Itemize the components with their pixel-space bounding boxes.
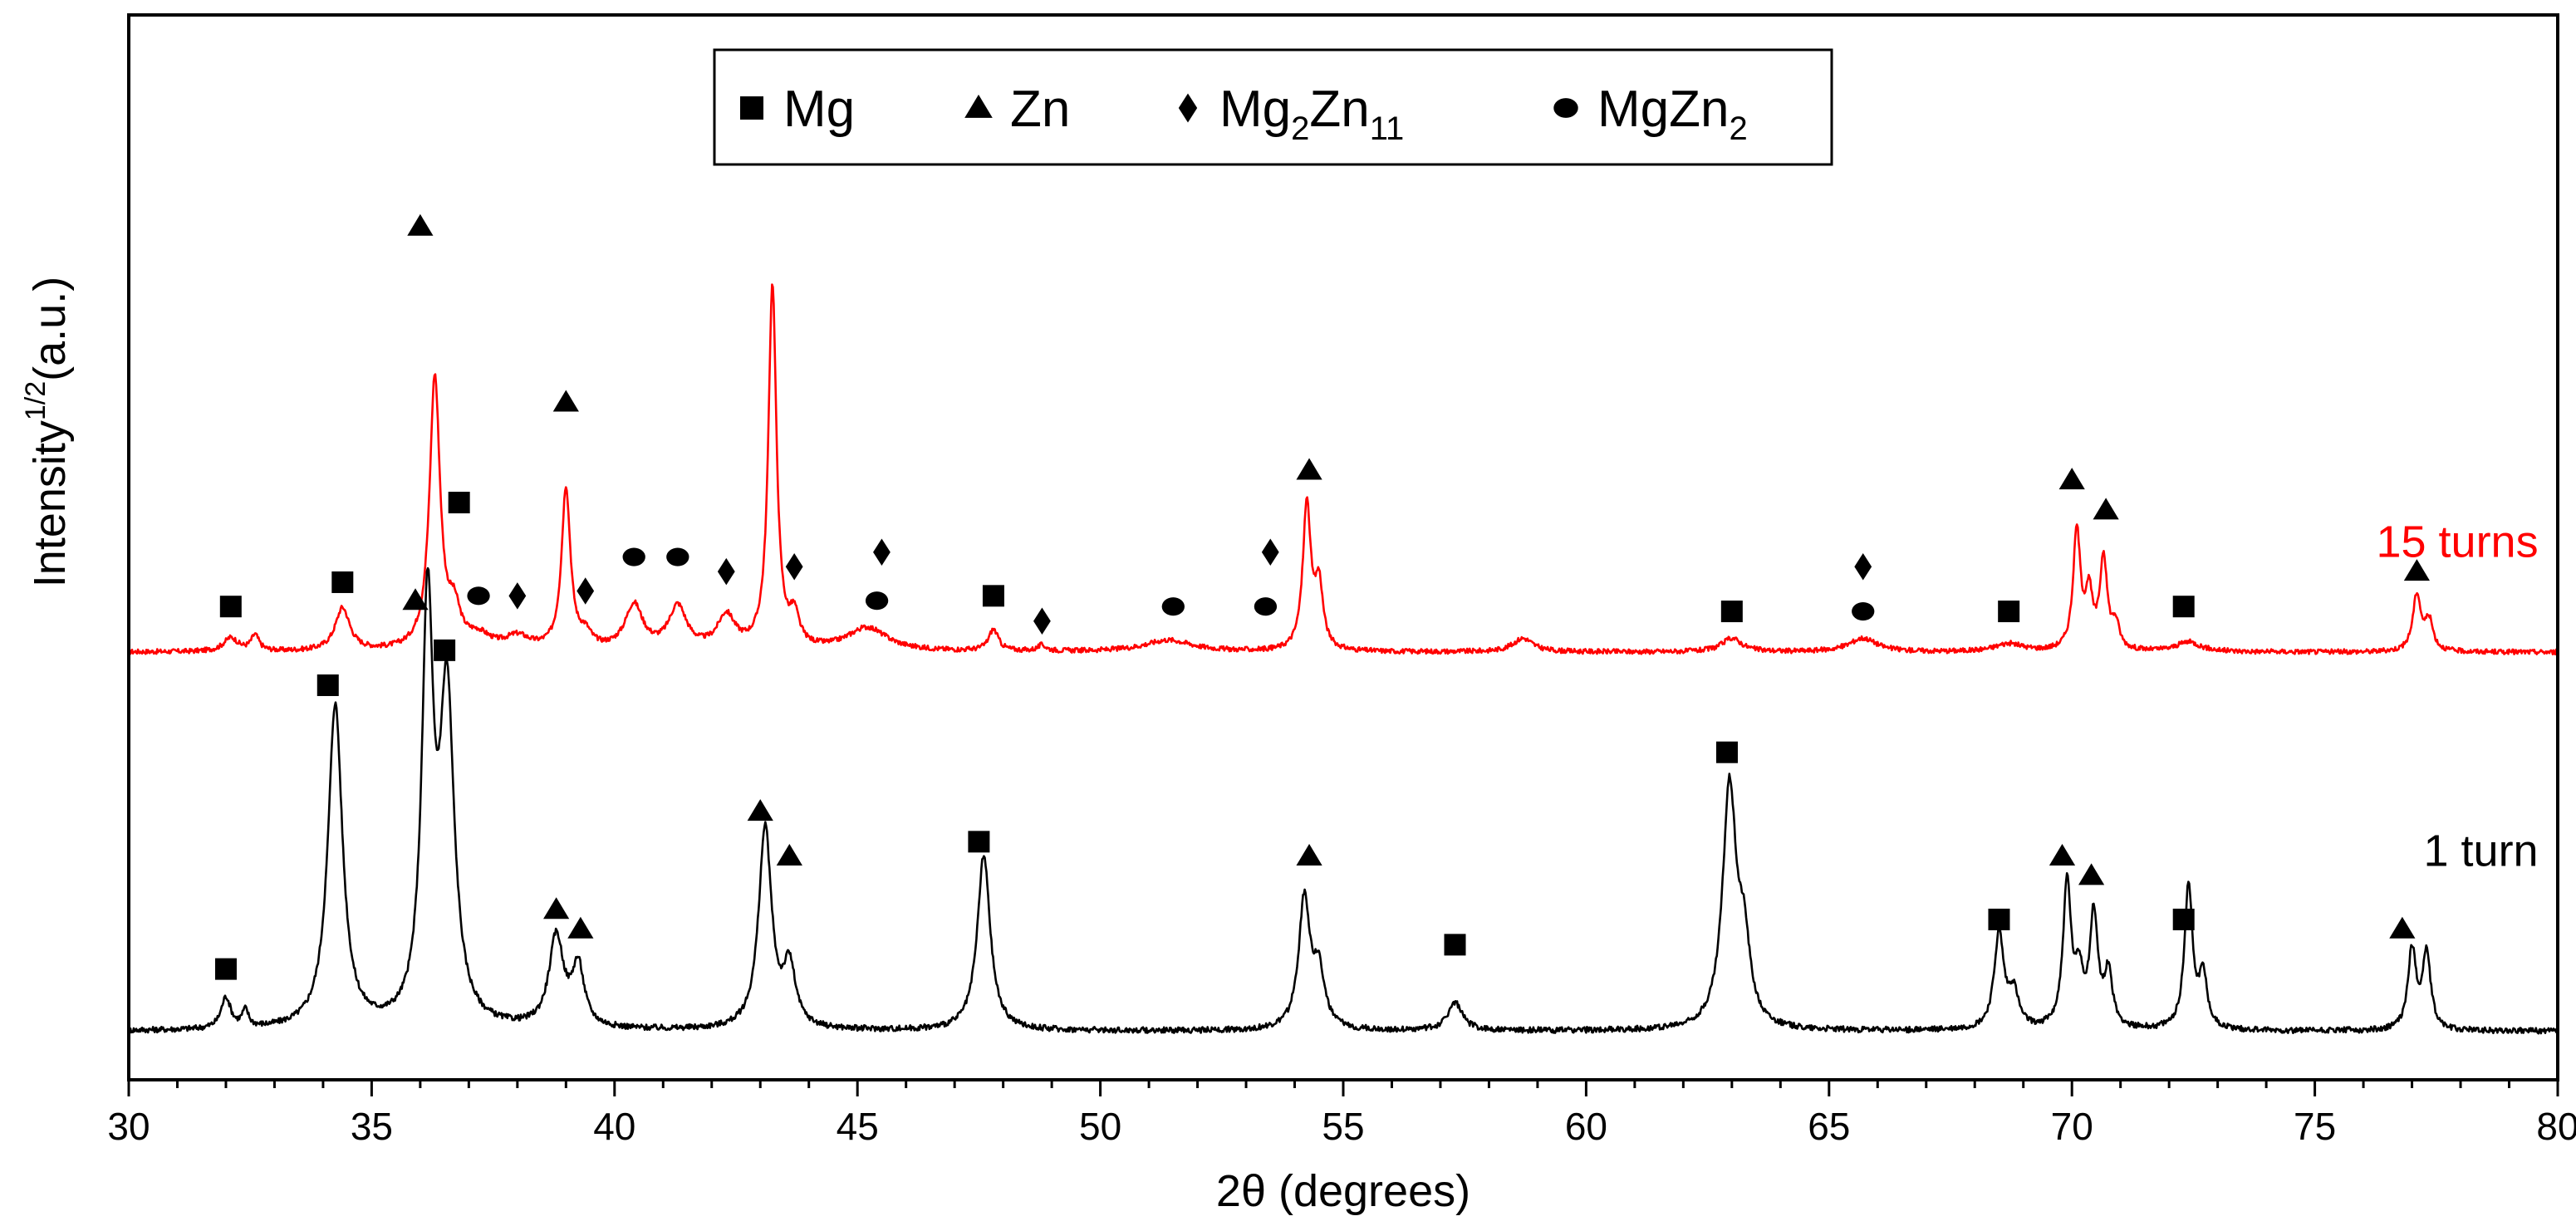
phase-marker-triangle	[567, 916, 594, 939]
x-tick-label: 30	[107, 1105, 150, 1148]
series-label: 1 turn	[2424, 826, 2539, 876]
x-tick-label: 40	[593, 1105, 635, 1148]
phase-marker-diamond	[1854, 552, 1872, 581]
legend-label-text: Mg	[783, 81, 855, 138]
y-axis-label-unit: (a.u.)	[25, 277, 75, 381]
phase-marker-diamond	[717, 557, 735, 586]
phase-marker-triangle	[407, 213, 434, 236]
phase-marker-triangle	[402, 588, 429, 611]
phase-marker-square	[1715, 741, 1738, 763]
phase-marker-square	[434, 639, 456, 661]
legend-triangle-icon	[964, 94, 993, 118]
phase-marker-square	[448, 492, 470, 514]
phase-marker-triangle	[776, 843, 802, 866]
legend-label-subscript: 2	[1729, 110, 1747, 147]
phase-marker-diamond	[1033, 607, 1051, 635]
phase-marker-triangle	[552, 390, 579, 412]
x-tick-label: 65	[1808, 1105, 1850, 1148]
legend-square-icon	[740, 96, 763, 120]
series-line-15-turns	[128, 283, 2559, 655]
legend-entry-label: Mg2Zn11	[1219, 81, 1404, 147]
x-axis-label: 2θ (degrees)	[1216, 1166, 1470, 1216]
legend-box	[713, 48, 1833, 166]
legend-label-text: Zn	[1010, 81, 1070, 138]
phase-marker-square	[331, 571, 354, 593]
x-tick-label: 80	[2536, 1105, 2576, 1148]
legend-entry-label: Mg	[783, 81, 855, 138]
phase-marker-triangle	[543, 897, 570, 920]
phase-marker-square	[2172, 596, 2195, 618]
phase-marker-circle	[1254, 597, 1278, 616]
phase-marker-circle	[1852, 602, 1875, 621]
phase-marker-triangle	[747, 799, 773, 821]
phase-marker-square	[1988, 908, 2010, 930]
phase-marker-square	[1998, 601, 2020, 623]
x-tick-label: 75	[2294, 1105, 2336, 1148]
y-axis-label-main: Intensity	[25, 420, 75, 587]
phase-marker-circle	[666, 547, 689, 566]
x-tick-label: 55	[1322, 1105, 1364, 1148]
legend-label-subscript: 2	[1291, 110, 1309, 147]
phase-marker-square	[316, 674, 339, 696]
series-layer	[127, 283, 2559, 1035]
series-line-1-turn	[127, 566, 2559, 1035]
phase-marker-diamond	[873, 538, 891, 566]
phase-marker-triangle	[2389, 916, 2416, 939]
phase-marker-square	[219, 596, 242, 618]
x-tick-label: 50	[1079, 1105, 1121, 1148]
phase-marker-circle	[622, 547, 645, 566]
x-tick-label: 45	[837, 1105, 879, 1148]
phase-marker-triangle	[2049, 843, 2076, 866]
y-axis-label: Intensity1/2(a.u.)	[20, 277, 75, 587]
legend-label-subscript: 11	[1370, 110, 1405, 147]
phase-marker-triangle	[2078, 863, 2105, 885]
phase-markers-layer	[214, 131, 2431, 980]
phase-marker-square	[1720, 601, 1743, 623]
x-tick-label: 60	[1565, 1105, 1607, 1148]
phase-marker-circle	[1161, 597, 1185, 616]
phase-marker-square	[2172, 908, 2195, 930]
x-axis: 30 35 40 45 50 55 60 65 70 75 80	[107, 1080, 2576, 1148]
phase-marker-diamond	[785, 552, 803, 581]
phase-marker-triangle	[1296, 458, 1322, 480]
phase-marker-circle	[865, 591, 889, 611]
y-axis-label-superscript: 1/2	[20, 381, 52, 420]
phase-marker-square	[214, 958, 237, 980]
legend: Mg Zn Mg2Zn11 MgZn2	[713, 48, 1833, 166]
phase-marker-square	[1444, 934, 1466, 956]
phase-marker-triangle	[2403, 559, 2431, 581]
phase-marker-triangle	[2058, 468, 2085, 490]
phase-marker-square	[968, 831, 990, 853]
phase-marker-triangle	[1296, 843, 1322, 866]
phase-marker-circle	[467, 586, 490, 606]
x-tick-label: 35	[351, 1105, 393, 1148]
series-labels: 15 turns 1 turn	[2376, 517, 2538, 876]
legend-label-text: Zn	[1309, 81, 1369, 138]
phase-marker-diamond	[508, 582, 527, 610]
legend-label-text: Mg	[1219, 81, 1291, 138]
legend-label-text: MgZn	[1597, 81, 1729, 138]
legend-diamond-icon	[1178, 93, 1198, 123]
x-tick-label: 70	[2051, 1105, 2093, 1148]
phase-marker-diamond	[577, 577, 595, 605]
phase-marker-square	[982, 585, 1004, 607]
legend-entry-label: Zn	[1010, 81, 1070, 138]
series-label: 15 turns	[2376, 517, 2538, 567]
legend-entry-label: MgZn2	[1597, 81, 1748, 147]
phase-marker-triangle	[2093, 498, 2119, 520]
phase-marker-diamond	[1261, 538, 1279, 566]
legend-circle-icon	[1553, 98, 1578, 118]
